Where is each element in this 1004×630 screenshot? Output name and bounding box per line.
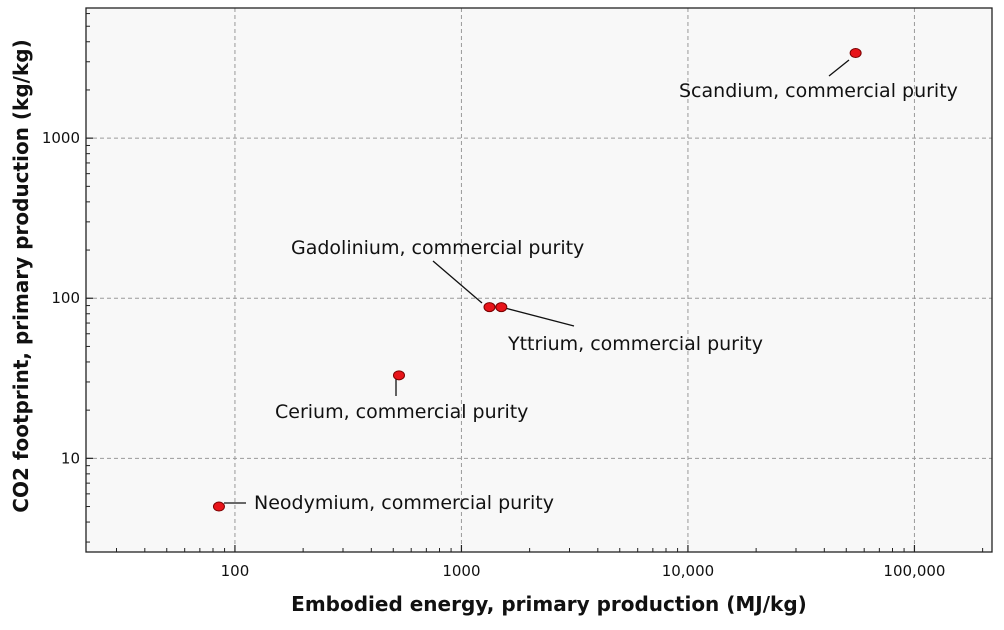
point-label-cerium: Cerium, commercial purity <box>275 401 528 423</box>
x-tick-label: 10,000 <box>662 562 715 580</box>
data-point-neodymium <box>212 501 225 512</box>
y-tick-labels: 10 100 1000 <box>42 129 80 467</box>
axis-ticks <box>86 13 984 552</box>
plot-frame <box>85 7 993 553</box>
grid <box>86 8 992 552</box>
x-tick-labels: 100 1000 10,000 100,000 <box>221 562 946 580</box>
x-tick-label: 100,000 <box>883 562 945 580</box>
x-tick-label: 100 <box>221 562 250 580</box>
point-labels: Scandium, commercial purity Gadolinium, c… <box>254 80 958 514</box>
leader-line-scandium <box>828 59 850 77</box>
data-point-cerium <box>392 370 405 381</box>
point-label-gadolinium: Gadolinium, commercial purity <box>291 237 584 259</box>
data-point-yttrium <box>495 302 508 313</box>
x-axis-title: Embodied energy, primary production (MJ/… <box>291 592 807 616</box>
leader-lines <box>224 59 850 504</box>
leader-line-yttrium <box>500 306 575 327</box>
y-tick-label: 100 <box>51 289 80 307</box>
data-point-gadolinium <box>483 302 496 313</box>
data-point-scandium <box>849 48 862 59</box>
point-label-scandium: Scandium, commercial purity <box>679 80 958 102</box>
leader-line-gadolinium <box>432 260 483 304</box>
x-tick-label: 1000 <box>442 562 480 580</box>
y-tick-label: 10 <box>61 449 80 467</box>
point-label-neodymium: Neodymium, commercial purity <box>254 492 554 514</box>
data-points <box>212 48 862 512</box>
y-tick-label: 1000 <box>42 129 80 147</box>
plot-area <box>86 8 992 552</box>
point-label-yttrium: Yttrium, commercial purity <box>507 333 763 355</box>
y-axis-title: CO2 footprint, primary production (kg/kg… <box>9 39 33 512</box>
